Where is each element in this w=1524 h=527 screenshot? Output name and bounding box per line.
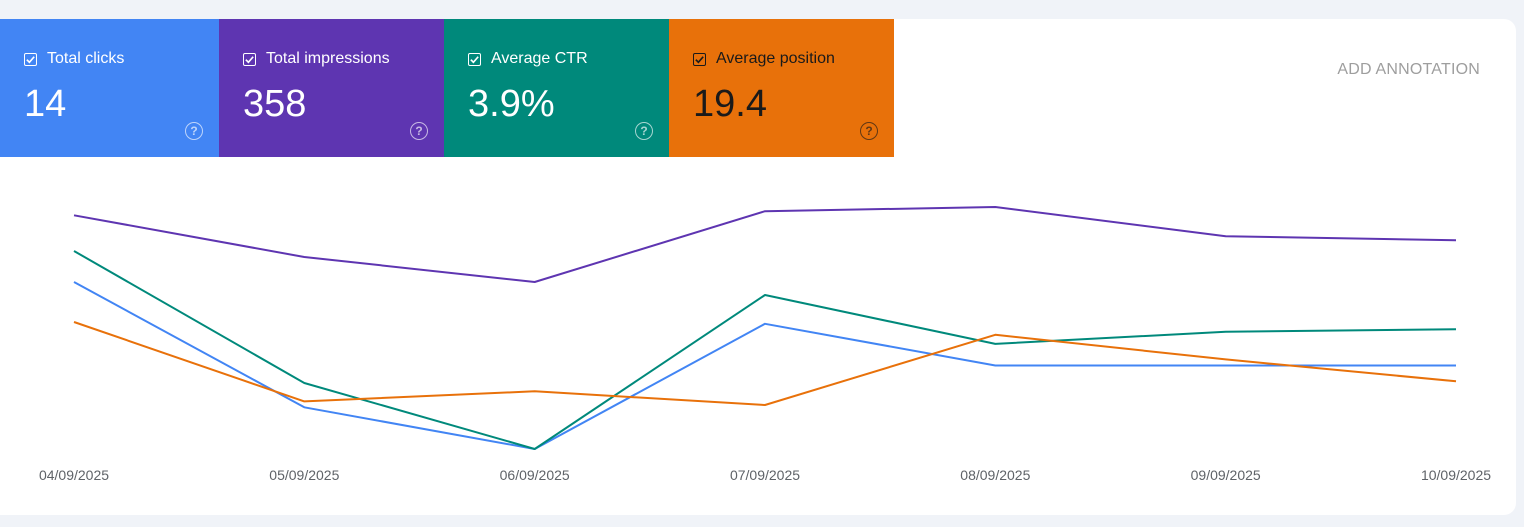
metric-tile-average-ctr[interactable]: Average CTR 3.9% ? (444, 19, 669, 157)
performance-card: Total clicks 14 ? Total impressions 358 … (0, 19, 1516, 515)
series-line-average-position (73, 321, 1457, 406)
help-circle-icon[interactable]: ? (635, 122, 653, 140)
metric-value: 14 (24, 83, 67, 125)
metric-tiles: Total clicks 14 ? Total impressions 358 … (0, 19, 894, 157)
metric-value: 3.9% (468, 83, 555, 125)
x-tick-label: 06/09/2025 (500, 467, 570, 483)
checkbox-checked-icon[interactable] (243, 52, 256, 66)
add-annotation-button[interactable]: ADD ANNOTATION (1337, 61, 1480, 78)
x-tick-label: 10/09/2025 (1421, 467, 1491, 483)
metric-label: Total clicks (47, 50, 125, 67)
metric-label: Total impressions (266, 50, 390, 67)
metric-value: 19.4 (693, 83, 767, 125)
x-tick-label: 05/09/2025 (269, 467, 339, 483)
series-line-total-clicks (73, 281, 1456, 450)
x-tick-label: 08/09/2025 (960, 467, 1030, 483)
metric-value: 358 (243, 83, 307, 125)
x-tick-label: 09/09/2025 (1191, 467, 1261, 483)
metric-label: Average position (716, 50, 835, 67)
metric-tile-average-position[interactable]: Average position 19.4 ? (669, 19, 894, 157)
performance-line-chart: 04/09/2025 05/09/2025 06/09/2025 07/09/2025… (39, 206, 1491, 483)
checkbox-checked-icon[interactable] (24, 52, 37, 66)
metric-label: Average CTR (491, 50, 588, 67)
checkbox-checked-icon[interactable] (468, 52, 481, 66)
metric-tile-total-clicks[interactable]: Total clicks 14 ? (0, 19, 219, 157)
help-circle-icon[interactable]: ? (185, 122, 203, 140)
x-tick-label: 07/09/2025 (730, 467, 800, 483)
help-circle-icon[interactable]: ? (410, 122, 428, 140)
checkbox-checked-icon[interactable] (693, 52, 706, 66)
series-line-total-impressions (73, 206, 1457, 283)
series-line-average-ctr (73, 250, 1457, 450)
metric-tile-total-impressions[interactable]: Total impressions 358 ? (219, 19, 444, 157)
x-tick-label: 04/09/2025 (39, 467, 109, 483)
help-circle-icon[interactable]: ? (860, 122, 878, 140)
